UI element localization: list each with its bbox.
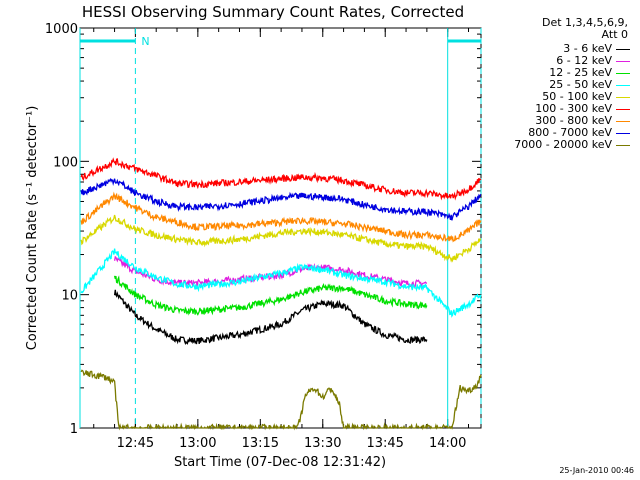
legend-swatch: [616, 109, 630, 110]
legend-item: 6 - 12 keV: [484, 55, 634, 67]
legend-title: Det 1,3,4,5,6,9, Att 0: [542, 17, 628, 41]
legend-swatch: [616, 145, 630, 146]
saa-flag-label: N: [141, 35, 149, 48]
legend-swatch: [616, 49, 630, 50]
legend-item-label: 6 - 12 keV: [556, 54, 612, 67]
series-line-12-25-kev: [113, 275, 428, 316]
series-line-100-300-kev: [80, 157, 482, 201]
series-line-25-50-kev: [80, 248, 482, 318]
x-tick-label: 13:30: [304, 436, 341, 451]
legend-swatch: [616, 85, 630, 86]
legend-swatch: [616, 73, 630, 74]
series-line-800-7000-kev: [80, 177, 482, 221]
legend: 3 - 6 keV 6 - 12 keV 12 - 25 keV 25 - 50 ke…: [484, 43, 634, 151]
x-axis: 12:45 13:00 13:15 13:30 13:45 14:00: [93, 28, 470, 451]
legend-item: 300 - 800 keV: [484, 115, 634, 127]
x-tick-label: 14:00: [429, 436, 466, 451]
y-axis-label: Corrected Count Rate (s⁻¹ detector⁻¹): [25, 106, 40, 351]
y-tick-label: 1: [70, 422, 78, 437]
legend-item-label: 50 - 100 keV: [542, 90, 612, 103]
x-axis-label: Start Time (07-Dec-08 12:31:42): [174, 455, 386, 470]
legend-item-label: 100 - 300 keV: [535, 102, 612, 115]
legend-item: 3 - 6 keV: [484, 43, 634, 55]
x-tick-label: 13:15: [242, 436, 279, 451]
chart-title: HESSI Observing Summary Count Rates, Cor…: [82, 3, 464, 21]
series-group: [80, 157, 482, 431]
legend-item-label: 3 - 6 keV: [563, 42, 612, 55]
y-tick-label: 100: [53, 155, 78, 170]
legend-item-label: 25 - 50 keV: [549, 78, 612, 91]
y-axis: 1 10 100 1000: [45, 22, 481, 437]
legend-item: 800 - 7000 keV: [484, 127, 634, 139]
plot-frame: [79, 27, 482, 429]
legend-swatch: [616, 133, 630, 134]
x-tick-label: 12:45: [117, 436, 154, 451]
legend-item: 7000 - 20000 keV: [484, 139, 634, 151]
legend-item-label: 800 - 7000 keV: [528, 126, 612, 139]
legend-item: 50 - 100 keV: [484, 91, 634, 103]
y-tick-label: 1000: [45, 22, 78, 37]
night-flags: N: [79, 28, 482, 428]
series-line-3-6-kev: [113, 289, 428, 346]
legend-item: 12 - 25 keV: [484, 67, 634, 79]
legend-swatch: [616, 121, 630, 122]
legend-title-line2: Att 0: [601, 28, 628, 41]
x-tick-label: 13:45: [366, 436, 403, 451]
legend-item: 100 - 300 keV: [484, 103, 634, 115]
series-line-50-100-kev: [80, 214, 482, 263]
timestamp: 25-Jan-2010 00:46: [559, 466, 634, 475]
legend-item-label: 12 - 25 keV: [549, 66, 612, 79]
legend-swatch: [616, 61, 630, 62]
series-line-300-800-kev: [80, 191, 482, 243]
y-tick-label: 10: [61, 289, 78, 304]
legend-swatch: [616, 97, 630, 98]
x-tick-label: 13:00: [179, 436, 216, 451]
legend-item-label: 7000 - 20000 keV: [514, 138, 612, 151]
series-line-7000-20000-kev: [80, 369, 482, 431]
legend-item-label: 300 - 800 keV: [535, 114, 612, 127]
legend-item: 25 - 50 keV: [484, 79, 634, 91]
legend-title-line1: Det 1,3,4,5,6,9,: [541, 16, 628, 29]
